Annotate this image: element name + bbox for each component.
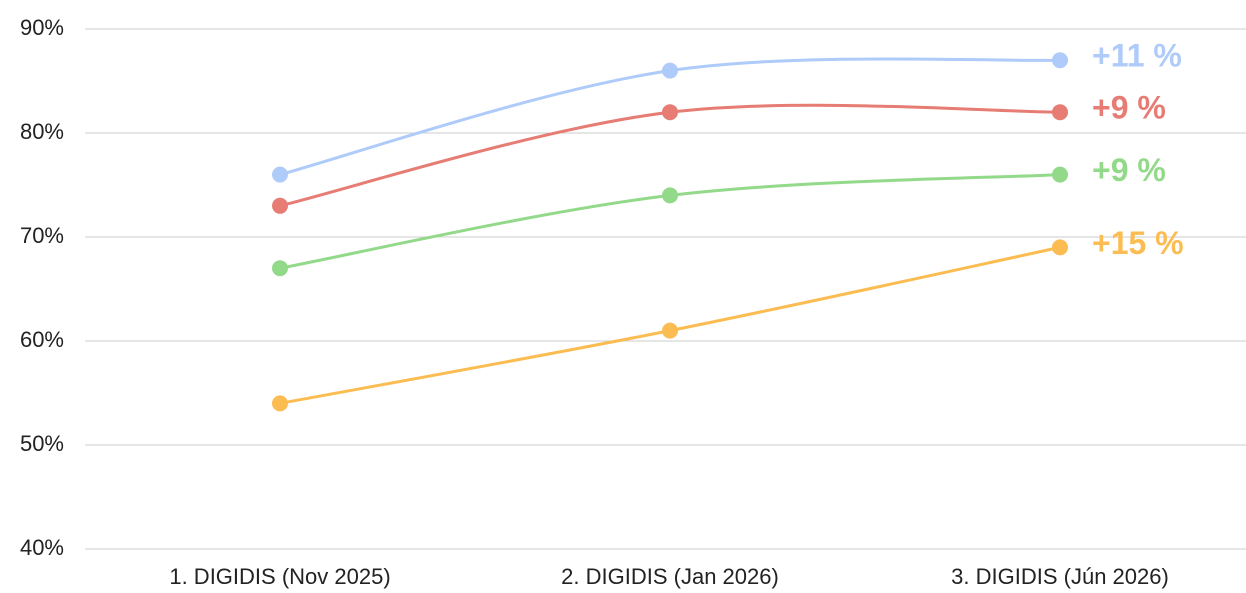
data-point xyxy=(1052,104,1068,121)
x-tick-label: 1. DIGIDIS (Nov 2025) xyxy=(169,564,390,589)
data-point xyxy=(662,187,678,204)
y-tick-label: 80% xyxy=(20,119,64,144)
data-point xyxy=(272,395,288,412)
data-point xyxy=(662,62,678,79)
end-label: +15 % xyxy=(1092,225,1184,261)
end-label: +9 % xyxy=(1092,90,1166,126)
data-point xyxy=(662,104,678,121)
end-label: +9 % xyxy=(1092,152,1166,188)
y-tick-label: 50% xyxy=(20,431,64,456)
data-point xyxy=(272,197,288,214)
data-point xyxy=(662,322,678,339)
data-point xyxy=(1052,52,1068,69)
data-point xyxy=(272,166,288,183)
data-point xyxy=(1052,166,1068,183)
y-tick-label: 70% xyxy=(20,223,64,248)
y-tick-label: 90% xyxy=(20,15,64,40)
x-tick-label: 2. DIGIDIS (Jan 2026) xyxy=(561,564,779,589)
x-tick-label: 3. DIGIDIS (Jún 2026) xyxy=(951,564,1169,589)
y-tick-label: 40% xyxy=(20,535,64,560)
end-label: +11 % xyxy=(1092,38,1182,74)
data-point xyxy=(272,260,288,277)
y-tick-label: 60% xyxy=(20,327,64,352)
data-point xyxy=(1052,239,1068,256)
